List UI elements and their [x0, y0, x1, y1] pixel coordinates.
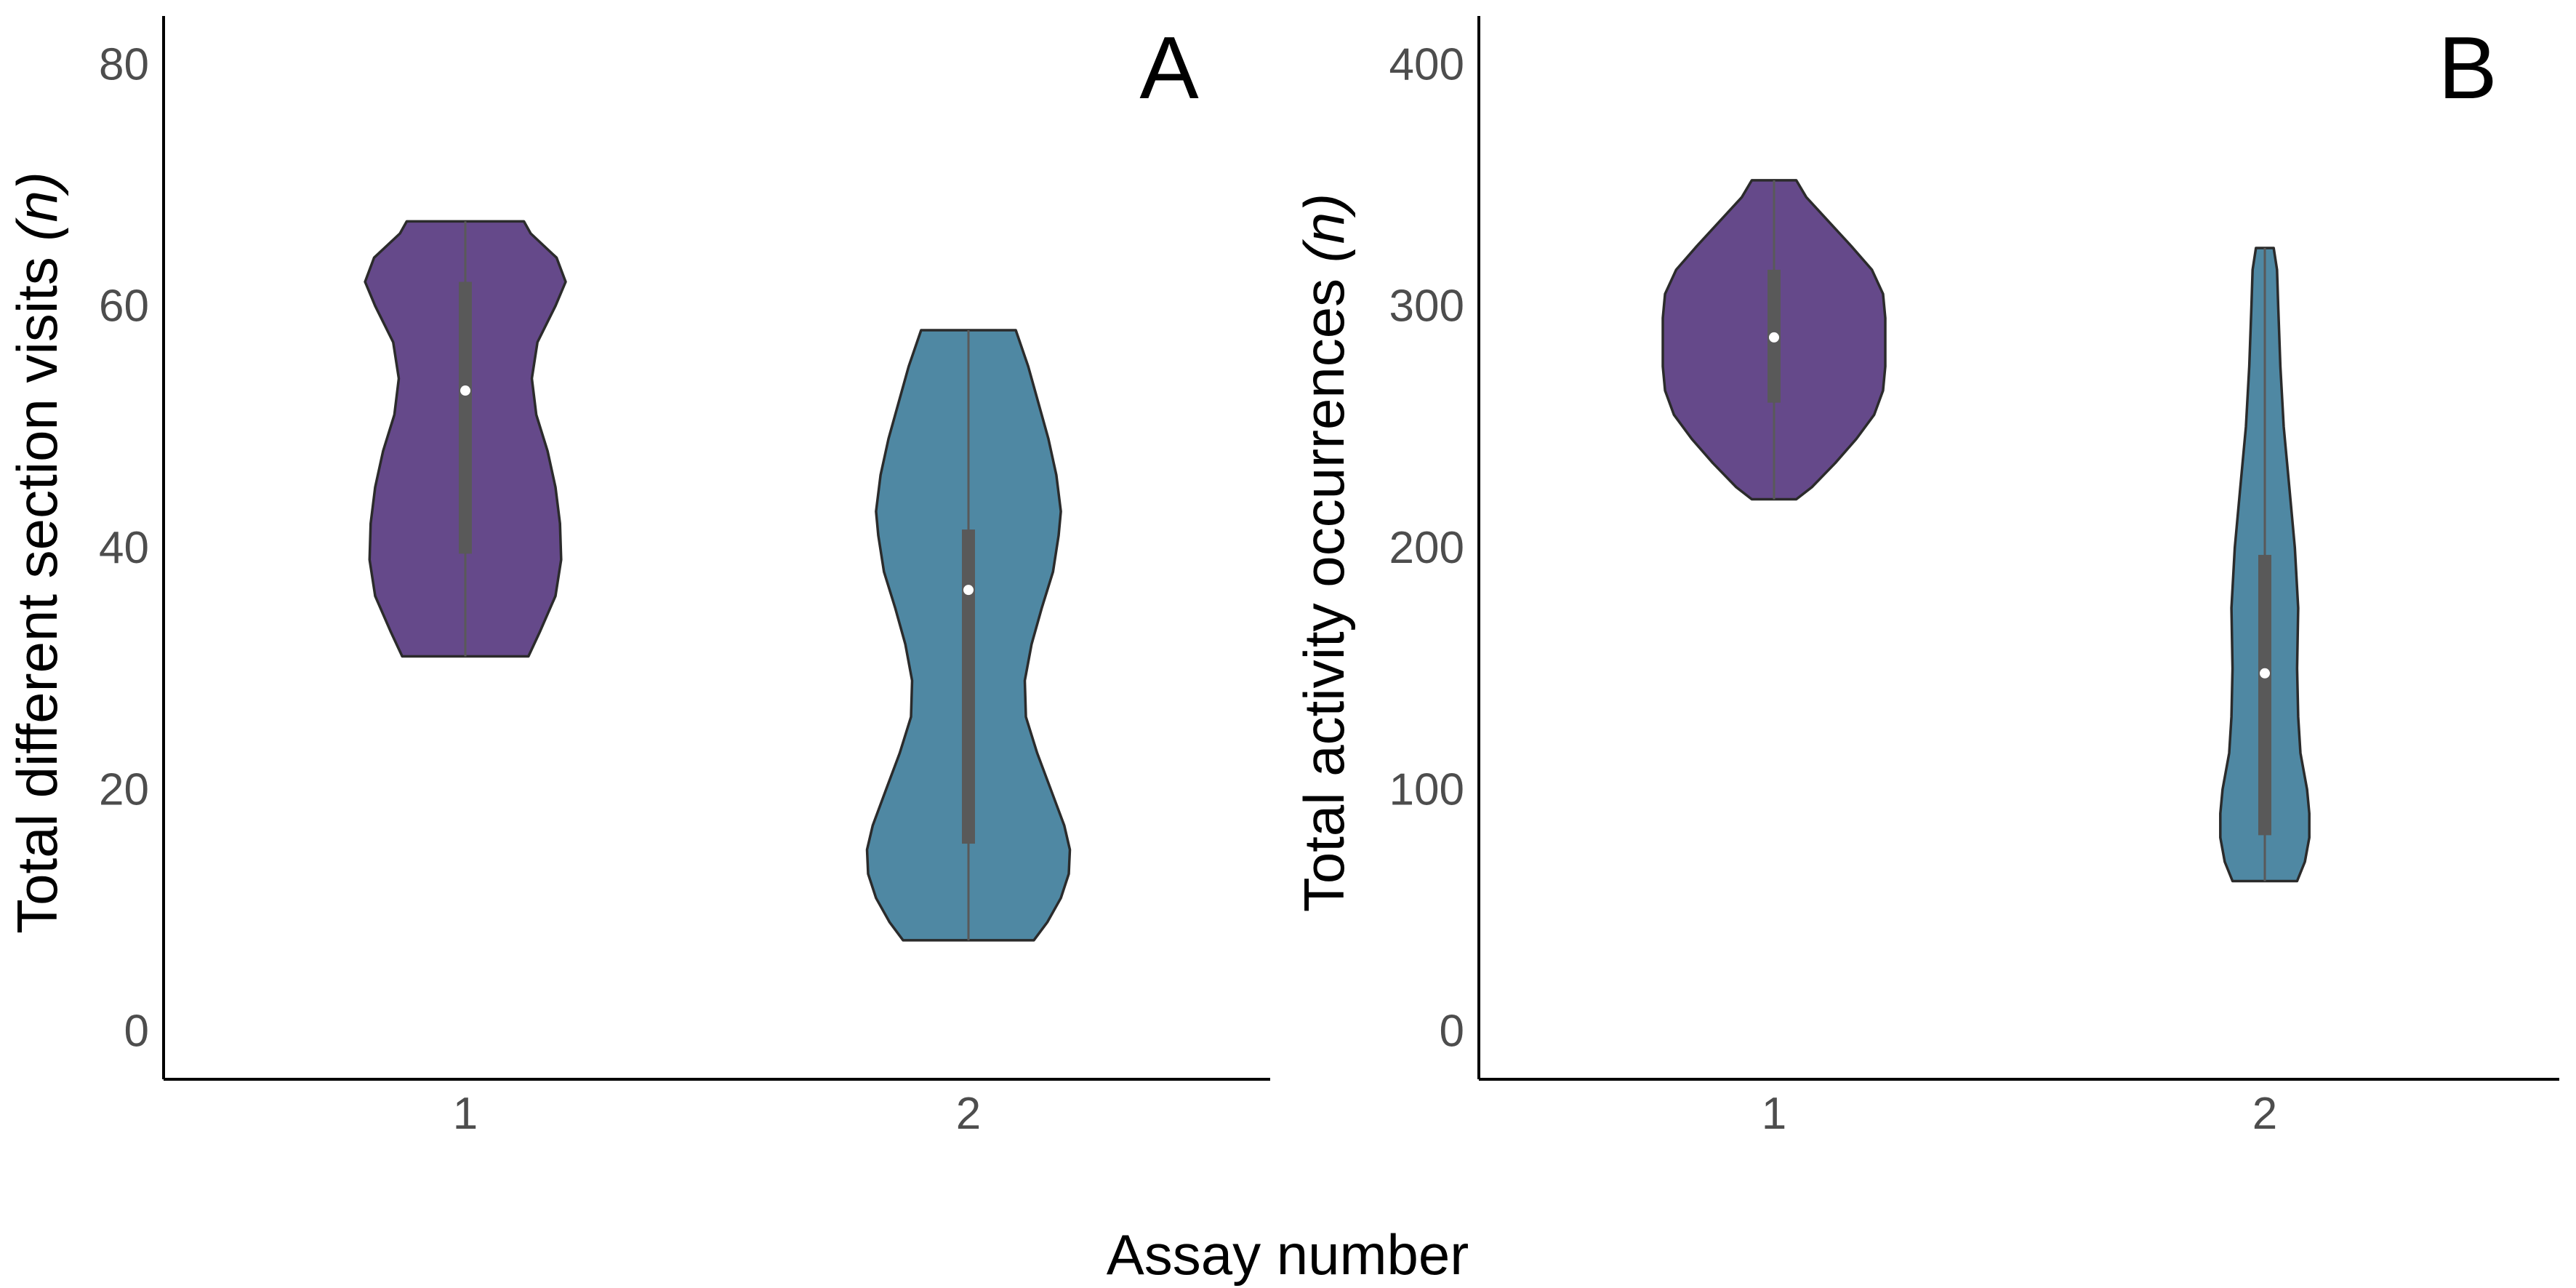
panel-b-median-dot-1 [1769, 332, 1779, 343]
panel-a-y-tick-label: 80 [99, 39, 149, 89]
panel-a-y-tick-label: 60 [99, 281, 149, 332]
panel-a-y-tick-label: 40 [99, 523, 149, 573]
panel-a-y-axis-title-main: Total different section visits [5, 241, 69, 934]
panel-b-x-tick-label: 2 [2252, 1089, 2277, 1139]
panel-b-y-axis-title-unit: (n) [1292, 193, 1356, 263]
panel-a-violins [364, 220, 1072, 942]
panel-b-iqr-box-2 [2258, 554, 2271, 836]
panel-b-y-tick-label: 200 [1389, 523, 1464, 573]
panel-b-median-dot-2 [2260, 668, 2270, 679]
panel-a-median-dot-1 [460, 385, 470, 396]
panel-b-label: B [2438, 18, 2497, 117]
shared-x-axis-title: Assay number [1107, 1223, 1469, 1287]
panel-b-y-tick-label: 300 [1389, 281, 1464, 332]
panel-b-ticks: 0 100 200 300 400 1 2 [1389, 39, 2278, 1139]
panel-a: 0 20 40 60 80 1 2 A Total different section vi… [5, 16, 1270, 1139]
panel-a-y-axis-title: Total different section visits (n) [5, 172, 69, 934]
panel-b-y-tick-label: 0 [1440, 1007, 1464, 1057]
panel-a-median-dot-2 [963, 585, 974, 596]
panel-a-y-tick-label: 20 [99, 764, 149, 815]
panel-b-y-axis-title: Total activity occurrences (n) [1292, 193, 1356, 912]
panel-a-ticks: 0 20 40 60 80 1 2 [99, 39, 981, 1139]
panel-a-label: A [1139, 18, 1199, 117]
panel-b: 0 100 200 300 400 1 2 B Total activity occurre… [1292, 16, 2559, 1139]
panel-b-x-tick-label: 1 [1762, 1089, 1786, 1139]
panel-b-y-tick-label: 100 [1389, 764, 1464, 815]
panel-a-x-tick-label: 2 [956, 1089, 981, 1139]
panel-a-iqr-box-2 [962, 529, 975, 844]
panel-b-y-tick-label: 400 [1389, 39, 1464, 89]
panel-b-y-axis-title-main: Total activity occurrences [1292, 263, 1356, 912]
panel-a-x-tick-label: 1 [453, 1089, 478, 1139]
panel-a-iqr-box-1 [459, 281, 472, 554]
panel-a-y-axis-title-unit: (n) [5, 172, 69, 241]
panel-a-y-tick-label: 0 [124, 1007, 149, 1057]
panel-b-violins [1661, 179, 2311, 883]
